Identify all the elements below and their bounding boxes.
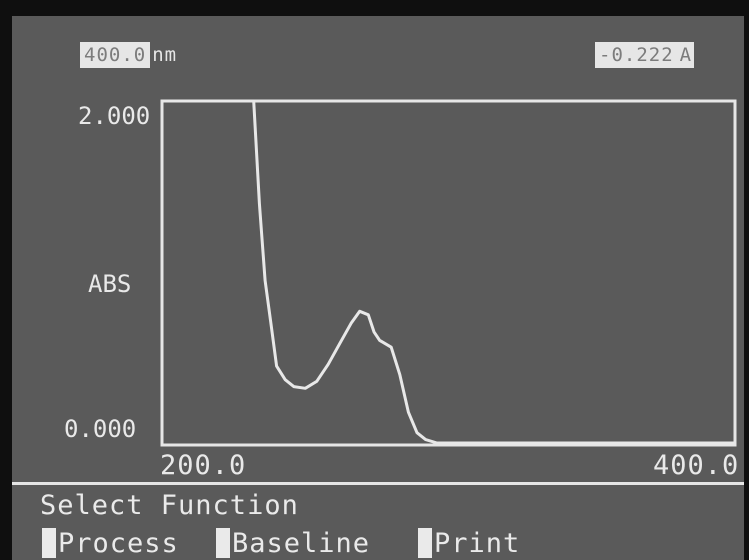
x-tick-label-min: 200.0 xyxy=(160,450,247,481)
menu-item-print[interactable]: Print xyxy=(418,526,520,560)
y-axis-label: ABS xyxy=(88,270,132,298)
series-layer xyxy=(162,99,735,445)
spectrum-series-line xyxy=(162,99,735,445)
x-tick-label-max: 400.0 xyxy=(653,450,740,481)
y-tick-label-min: 0.000 xyxy=(64,415,137,443)
y-tick-label-max: 2.000 xyxy=(78,102,151,130)
screen-bezel-left xyxy=(0,0,12,560)
screen-bezel-top xyxy=(0,0,749,16)
menu-item-process[interactable]: Process xyxy=(42,526,179,560)
absorbance-unit: A xyxy=(677,42,695,68)
menu-item-baseline-label: Baseline xyxy=(232,527,371,559)
softkey-indicator xyxy=(418,528,432,558)
footer-divider xyxy=(12,482,744,485)
softkey-indicator xyxy=(216,528,230,558)
menu-item-baseline[interactable]: Baseline xyxy=(216,526,370,560)
wavelength-unit: nm xyxy=(152,44,178,66)
plot-frame xyxy=(160,99,737,447)
softkey-indicator xyxy=(42,528,56,558)
wavelength-readout: 400.0 nm xyxy=(80,40,177,70)
screen-bezel-right xyxy=(744,0,749,560)
wavelength-value: 400.0 xyxy=(80,42,151,68)
absorbance-value: -0.222 xyxy=(595,42,678,68)
menu-item-process-label: Process xyxy=(58,527,179,559)
absorbance-readout: -0.222 A xyxy=(595,40,695,70)
menu-item-print-label: Print xyxy=(434,527,521,559)
select-function-prompt: Select Function xyxy=(40,490,299,521)
